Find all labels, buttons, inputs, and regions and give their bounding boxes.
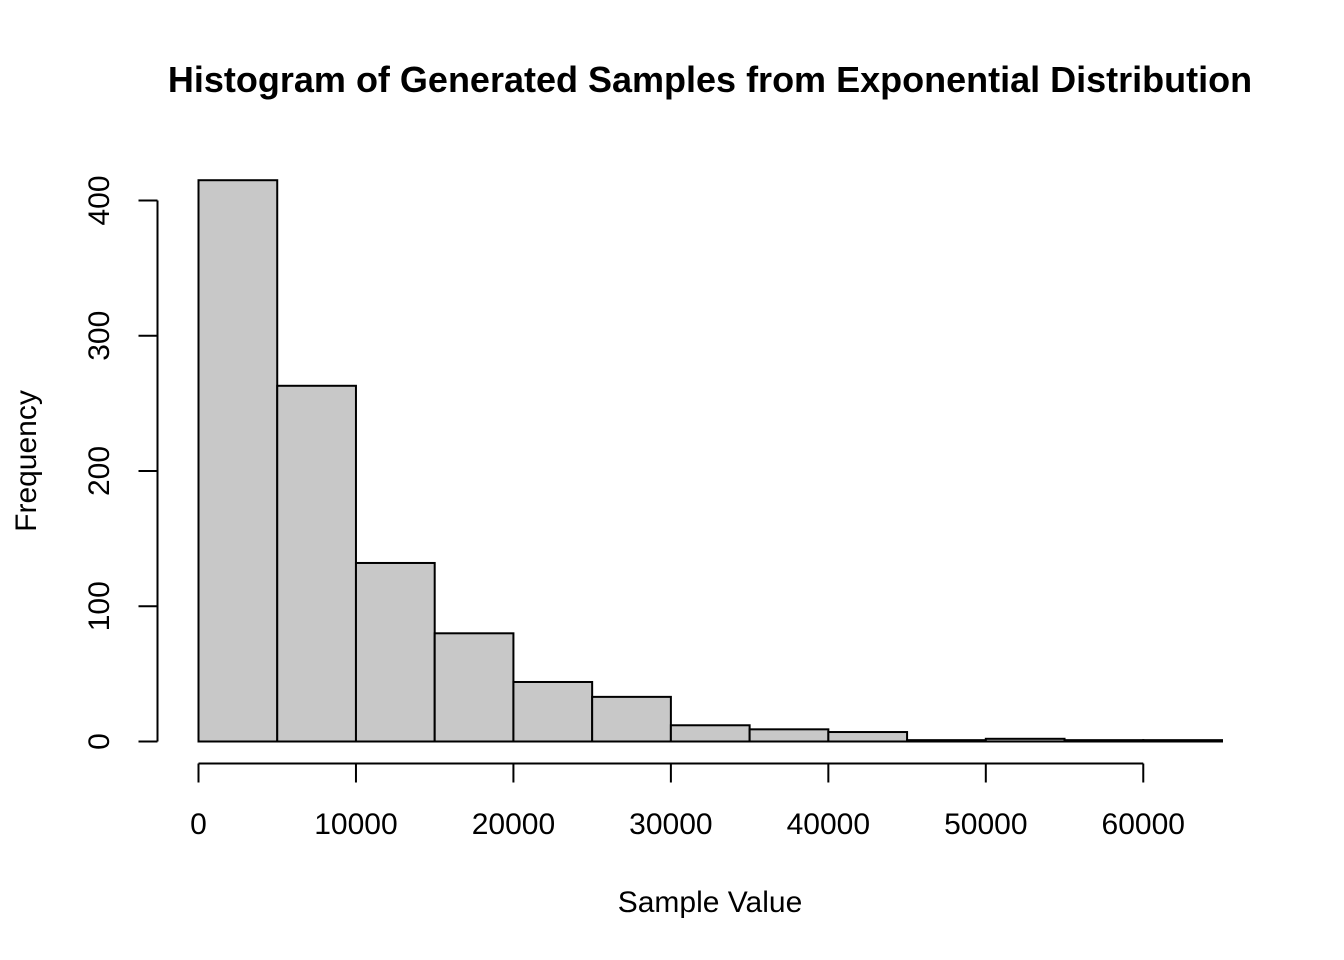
histogram-bar-13 — [1142, 739, 1224, 743]
x-tick-label: 20000 — [472, 808, 555, 841]
histogram-bar-7 — [669, 724, 751, 743]
histogram-bar-10 — [906, 739, 987, 743]
histogram-bar-1 — [197, 179, 279, 743]
x-axis: 0 10000 20000 30000 40000 50000 60000 — [190, 762, 1185, 841]
y-axis-label: Frequency — [10, 390, 43, 532]
y-axis: 0 100 200 300 400 — [83, 175, 159, 750]
x-tick-label: 40000 — [787, 808, 870, 841]
x-axis-label: Sample Value — [618, 886, 803, 919]
histogram-bar-8 — [748, 728, 830, 743]
histogram-bar-6 — [591, 695, 672, 743]
histogram-bar-3 — [354, 561, 436, 743]
histogram-bar-12 — [1063, 739, 1145, 743]
chart-title: Histogram of Generated Samples from Expo… — [168, 59, 1252, 100]
bars-group — [197, 179, 1224, 743]
histogram-bar-4 — [433, 632, 515, 743]
x-tick-label: 0 — [190, 808, 207, 841]
y-tick-label: 300 — [83, 311, 116, 361]
histogram-bar-5 — [512, 680, 594, 743]
y-tick-label: 400 — [83, 175, 116, 225]
histogram-bar-11 — [984, 737, 1066, 743]
histogram-bar-9 — [827, 731, 909, 743]
histogram-bar-2 — [276, 384, 357, 743]
y-tick-label: 200 — [83, 446, 116, 496]
x-tick-label: 30000 — [629, 808, 712, 841]
y-tick-label: 100 — [83, 581, 116, 631]
y-tick-label: 0 — [83, 733, 116, 750]
x-tick-label: 60000 — [1102, 808, 1185, 841]
x-tick-label: 10000 — [314, 808, 397, 841]
x-tick-label: 50000 — [944, 808, 1027, 841]
